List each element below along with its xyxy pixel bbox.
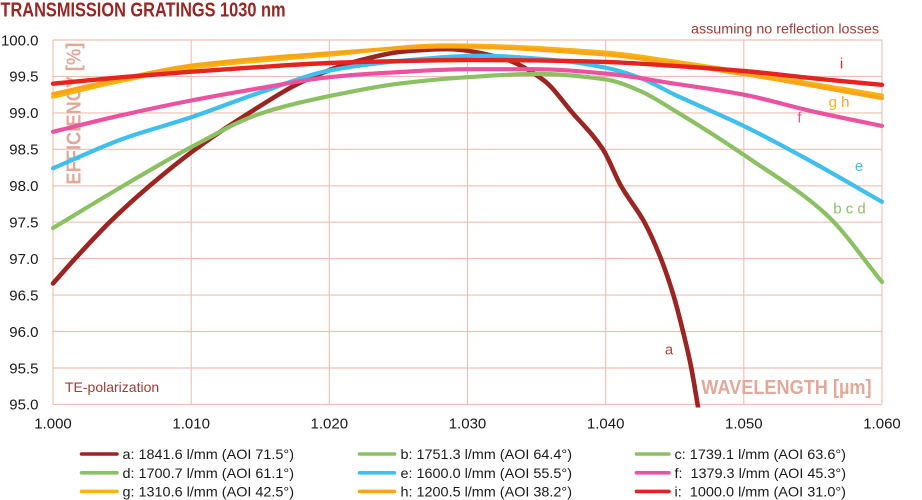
svg-text:1.060: 1.060: [863, 416, 901, 433]
svg-text:99.0: 99.0: [9, 105, 38, 122]
svg-text:EFFICIENCY [%]: EFFICIENCY [%]: [64, 43, 86, 185]
svg-text:c: 1739.1 l/mm (AOI 63.6°): c: 1739.1 l/mm (AOI 63.6°): [675, 446, 847, 462]
svg-text:i: i: [840, 56, 843, 73]
svg-text:96.5: 96.5: [9, 287, 38, 304]
svg-text:1.050: 1.050: [725, 416, 763, 433]
svg-text:1.000: 1.000: [34, 416, 72, 433]
svg-text:TRANSMISSION GRATINGS 1030 nm: TRANSMISSION GRATINGS 1030 nm: [1, 0, 286, 21]
svg-text:assuming no reflection losses: assuming no reflection losses: [691, 22, 879, 37]
svg-text:97.0: 97.0: [9, 251, 38, 268]
svg-text:g h: g h: [829, 94, 850, 111]
svg-text:h: 1200.5 l/mm (AOI 38.2°): h: 1200.5 l/mm (AOI 38.2°): [401, 483, 573, 499]
svg-text:97.5: 97.5: [9, 215, 38, 232]
svg-text:b: 1751.3 l/mm (AOI 64.4°): b: 1751.3 l/mm (AOI 64.4°): [401, 446, 573, 462]
svg-text:100.0: 100.0: [1, 32, 39, 49]
svg-text:i: 1000.0 l/mm (AOI 31.0°): i: 1000.0 l/mm (AOI 31.0°): [675, 483, 847, 499]
svg-text:1.020: 1.020: [311, 416, 349, 433]
svg-text:98.5: 98.5: [9, 142, 38, 159]
svg-text:a: 1841.6 l/mm (AOI 71.5°): a: 1841.6 l/mm (AOI 71.5°): [123, 446, 295, 462]
svg-text:d: 1700.7 l/mm (AOI 61.1°): d: 1700.7 l/mm (AOI 61.1°): [123, 465, 295, 481]
svg-text:1.010: 1.010: [172, 416, 210, 433]
svg-text:e: e: [855, 158, 863, 175]
svg-text:99.5: 99.5: [9, 69, 38, 86]
svg-text:95.5: 95.5: [9, 360, 38, 377]
svg-text:1.030: 1.030: [449, 416, 487, 433]
svg-text:98.0: 98.0: [9, 178, 38, 195]
svg-text:f: 1379.3 l/mm (AOI 45.3°): f: 1379.3 l/mm (AOI 45.3°): [675, 465, 847, 481]
svg-text:f: f: [797, 110, 802, 127]
svg-text:95.0: 95.0: [9, 397, 38, 414]
svg-text:WAVELENGTH [µm]: WAVELENGTH [µm]: [701, 376, 871, 399]
svg-text:a: a: [665, 342, 674, 359]
svg-text:96.0: 96.0: [9, 324, 38, 341]
svg-text:g: 1310.6 l/mm (AOI 42.5°): g: 1310.6 l/mm (AOI 42.5°): [123, 483, 295, 499]
svg-text:1.040: 1.040: [587, 416, 625, 433]
svg-text:TE-polarization: TE-polarization: [65, 379, 159, 395]
svg-text:b c d: b c d: [833, 201, 866, 218]
svg-text:e: 1600.0 l/mm (AOI 55.5°): e: 1600.0 l/mm (AOI 55.5°): [401, 465, 573, 481]
